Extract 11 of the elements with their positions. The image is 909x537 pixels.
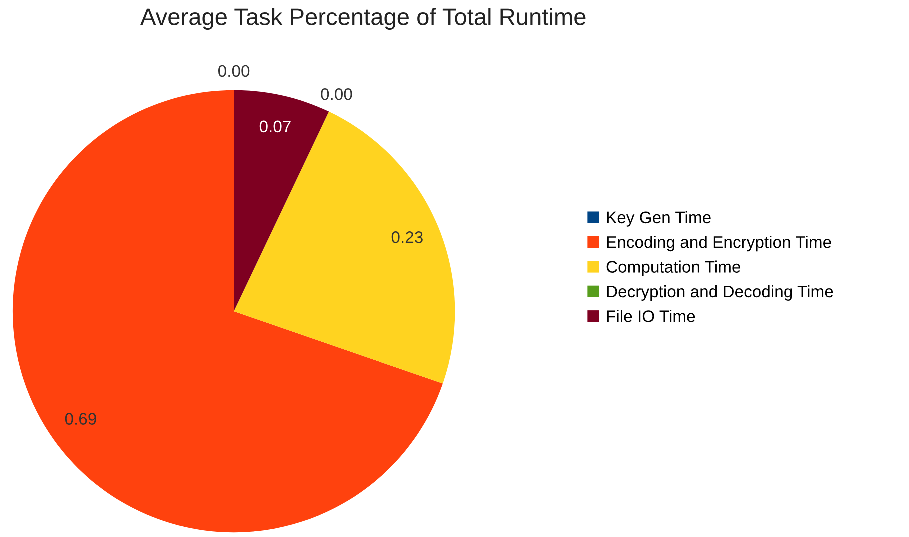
legend-label: File IO Time	[607, 310, 696, 322]
text: 0.00	[321, 88, 352, 100]
legend-label: Computation Time	[606, 260, 741, 276]
data-label: 0.07	[260, 120, 291, 133]
text: 0.00	[218, 65, 250, 78]
data-label: 0.69	[65, 413, 96, 425]
chart-title: Average Task Percentage of Total Runtime	[140, 8, 586, 30]
legend-label: Encoding and Encryption Time	[607, 236, 832, 252]
data-label: 0.23	[392, 232, 423, 244]
legend-label: Decryption and Decoding Time	[607, 285, 834, 301]
legend-label: Key Gen Time	[607, 211, 711, 227]
